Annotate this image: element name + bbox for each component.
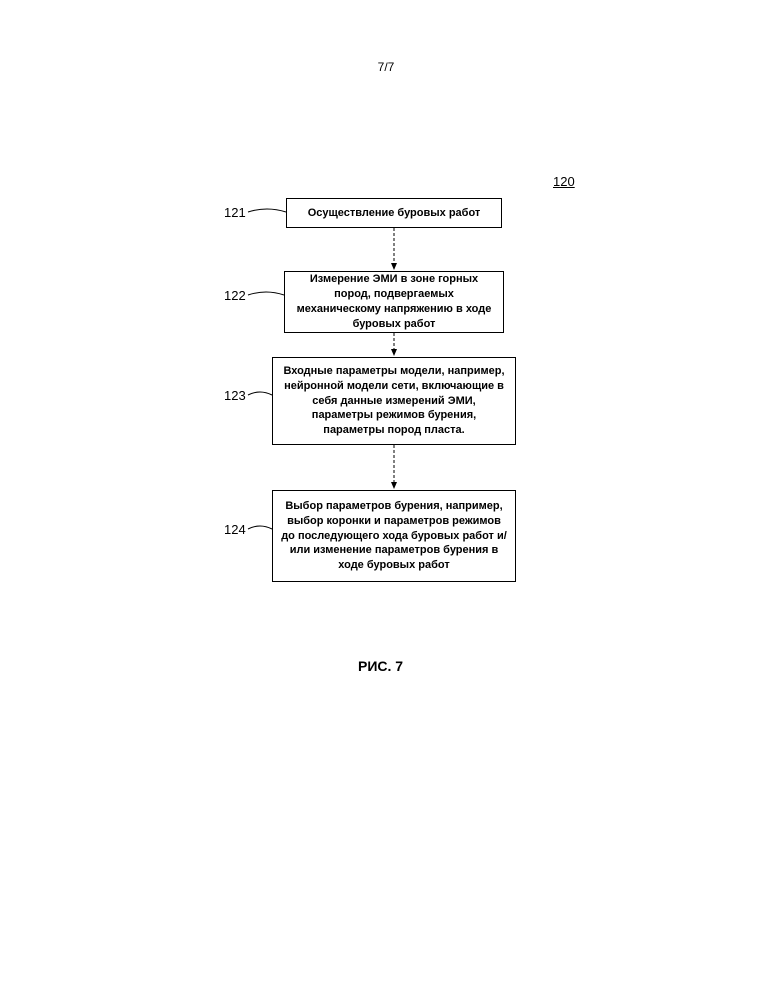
flowchart-svg xyxy=(0,0,772,999)
figure-caption: РИС. 7 xyxy=(358,658,403,674)
page: 7/7 120 Осуществление буровых работ Изме… xyxy=(0,0,772,999)
